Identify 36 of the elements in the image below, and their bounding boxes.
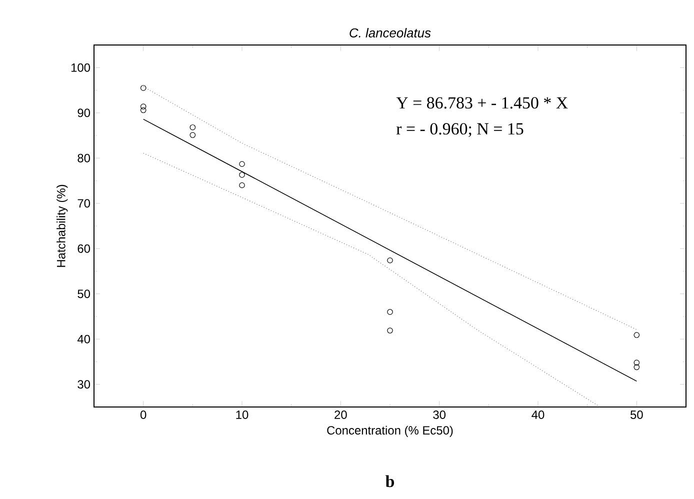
x-tick-label: 20 [334,410,347,419]
point [140,85,146,91]
y-tick-label: 40 [77,334,90,344]
x-axis-title: Concentration (% Ec50) [327,426,453,437]
point [239,182,245,188]
y-tick-label: 50 [78,290,90,298]
y-axis-title: Hatchability (%) [56,184,68,267]
annotation: r = - 0.960; N = 15 [396,123,524,137]
point [634,364,640,370]
text: b [386,475,394,488]
x-tick-label: 10 [236,410,248,419]
point [190,124,196,130]
chart-title: C. lanceolatus [350,28,431,38]
y-tick-label: 30 [78,380,90,389]
point [239,161,245,167]
point [387,257,393,264]
point [634,360,640,366]
point [190,132,196,138]
x-tick-label: 50 [630,410,643,419]
x-tick-label: 0 [140,410,146,419]
point [140,107,146,114]
y-tick-label: 80 [78,154,90,162]
y-tick-label: 60 [78,244,90,253]
y-tick-label: 100 [71,63,90,72]
y-tick-label: 70 [78,199,90,208]
line-series [143,152,600,408]
x-tick-label: 30 [433,410,446,419]
point [634,332,640,338]
point [239,172,245,178]
annotation: Y = 86.783 + - 1.450 * X [396,97,568,109]
y-tick-label: 90 [78,108,90,118]
point [140,104,146,110]
x-tick-label: 40 [532,410,544,419]
line-series [143,86,637,330]
point [387,309,393,315]
point [387,328,393,334]
